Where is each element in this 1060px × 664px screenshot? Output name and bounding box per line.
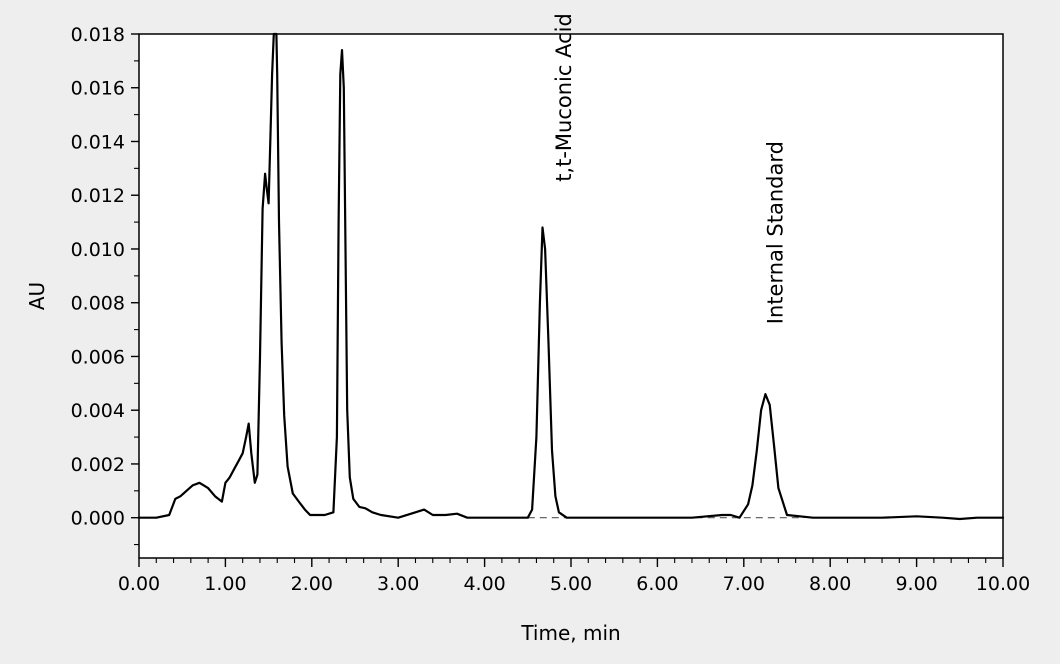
- x-axis-ticks: 0.00 1.00 2.00 3.00 4.00 5.00 6.00 7.00 8.00 9.00…: [118, 558, 1030, 595]
- x-tick-label: 7.00: [723, 573, 765, 595]
- x-tick-label: 3.00: [377, 573, 419, 595]
- y-axis-label: AU: [25, 282, 49, 310]
- series-line-0: [137, 32, 1005, 521]
- peak-annotation-label: t,t-Muconic Acid: [552, 13, 576, 182]
- plot-frame: [138, 33, 1004, 559]
- x-tick-label: 10.00: [976, 573, 1030, 595]
- x-tick-label: 8.00: [809, 573, 851, 595]
- y-tick-label: 0.010: [71, 239, 125, 261]
- x-tick-label: 1.00: [204, 573, 246, 595]
- x-tick-label: 0.00: [118, 573, 160, 595]
- x-tick-label: 6.00: [636, 573, 678, 595]
- y-tick-label: 0.006: [71, 346, 125, 368]
- y-tick-label: 0.002: [71, 454, 125, 476]
- y-tick-label: 0.008: [71, 293, 125, 315]
- x-tick-label: 4.00: [463, 573, 505, 595]
- y-tick-label: 0.004: [71, 400, 125, 422]
- x-tick-label: 9.00: [895, 573, 937, 595]
- x-tick-label: 2.00: [291, 573, 333, 595]
- peak-annotations: t,t-Muconic Acid Internal Standard: [552, 13, 788, 324]
- x-tick-label: 5.00: [550, 573, 592, 595]
- plot-area: [139, 34, 1003, 558]
- y-tick-label: 0.018: [71, 24, 125, 46]
- y-tick-label: 0.012: [71, 185, 125, 207]
- x-axis-label: Time, min: [520, 621, 620, 645]
- y-tick-label: 0.014: [71, 131, 125, 153]
- y-tick-label: 0.000: [71, 508, 125, 530]
- peak-annotation-label: Internal Standard: [764, 141, 788, 324]
- series-layer: [137, 32, 1005, 521]
- y-axis-ticks: 0.000 0.002 0.004 0.006 0.008 0.010 0.012 0.014…: [71, 24, 139, 546]
- y-tick-label: 0.016: [71, 78, 125, 100]
